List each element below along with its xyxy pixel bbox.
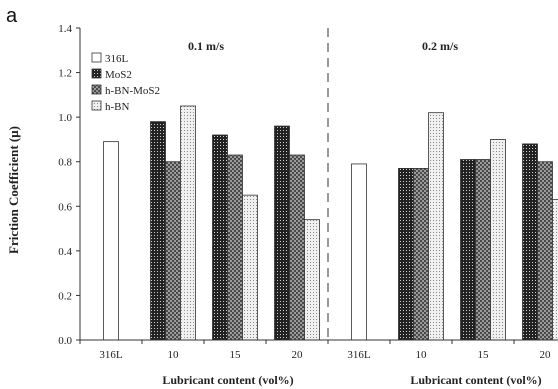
legend-entry: MoS2 [105,69,132,81]
y-axis: 0.0 0.2 0.4 0.6 0.8 1.0 1.2 1.4 [58,23,80,347]
legend-entry: 316L [105,53,129,65]
x-tick-label: 15 [478,349,490,361]
x-tick-label: 20 [292,349,304,361]
bar-h-bn-0-2 [242,194,258,341]
bar-h-bn-1-2 [490,139,506,341]
y-axis-label: Friction Coefficient (μ) [6,126,21,254]
legend-swatch [91,100,102,111]
panel-title-0: 0.1 m/s [188,39,224,53]
y-tick-label: 0.0 [58,335,72,347]
bar-h-bn-1-3 [552,199,558,341]
x-tick-label: 20 [540,349,552,361]
x-axis-label-1: Lubricant content (vol%) [410,373,541,387]
y-tick-label: 0.6 [58,201,72,213]
y-tick-label: 1.0 [58,112,72,124]
axes [79,28,558,341]
bar-mos2-1-1 [398,167,414,341]
legend-swatch [91,68,102,79]
x-tick-label: 10 [416,349,428,361]
bar-h-bn-0-3 [304,219,320,341]
bar-mos2-0-2 [212,134,228,341]
panel-label: a [6,5,18,27]
x-tick-label: 10 [168,349,180,361]
bar-h-bn-mos2-1-3 [537,161,553,341]
bars [103,105,558,341]
bar-316l-1-0 [351,163,367,341]
x-axis-ticks: 316L 10 15 20 316L 10 15 20 [79,340,552,361]
panel-title-1: 0.2 m/s [422,39,458,53]
legend-entry: h-BN-MoS2 [105,85,160,97]
bar-316l-0-0 [103,141,119,341]
y-tick-label: 1.4 [58,23,72,35]
bar-h-bn-mos2-0-3 [289,154,305,341]
legend-swatch [91,84,102,95]
legend-swatch [91,52,102,63]
y-tick-label: 0.8 [58,157,72,169]
x-tick-label: 316L [99,349,123,361]
bar-h-bn-mos2-1-2 [475,159,491,341]
x-tick-label: 15 [230,349,242,361]
bar-mos2-1-2 [460,159,476,341]
legend-entry: h-BN [105,101,130,113]
bar-h-bn-mos2-0-2 [227,154,243,341]
y-tick-label: 0.2 [58,290,72,302]
y-tick-label: 1.2 [58,68,72,80]
bar-mos2-0-3 [274,125,290,341]
x-tick-label: 316L [347,349,371,361]
bar-h-bn-mos2-1-1 [413,167,429,341]
y-tick-label: 0.4 [58,246,72,258]
bar-mos2-1-3 [522,143,538,341]
bar-mos2-0-1 [150,121,166,341]
x-axis-label-0: Lubricant content (vol%) [162,373,293,387]
bar-h-bn-0-1 [180,105,196,341]
bar-h-bn-1-1 [428,112,444,341]
bar-h-bn-mos2-0-1 [165,161,181,341]
legend: 316L MoS2 h-BN-MoS2 h-BN [91,52,160,113]
